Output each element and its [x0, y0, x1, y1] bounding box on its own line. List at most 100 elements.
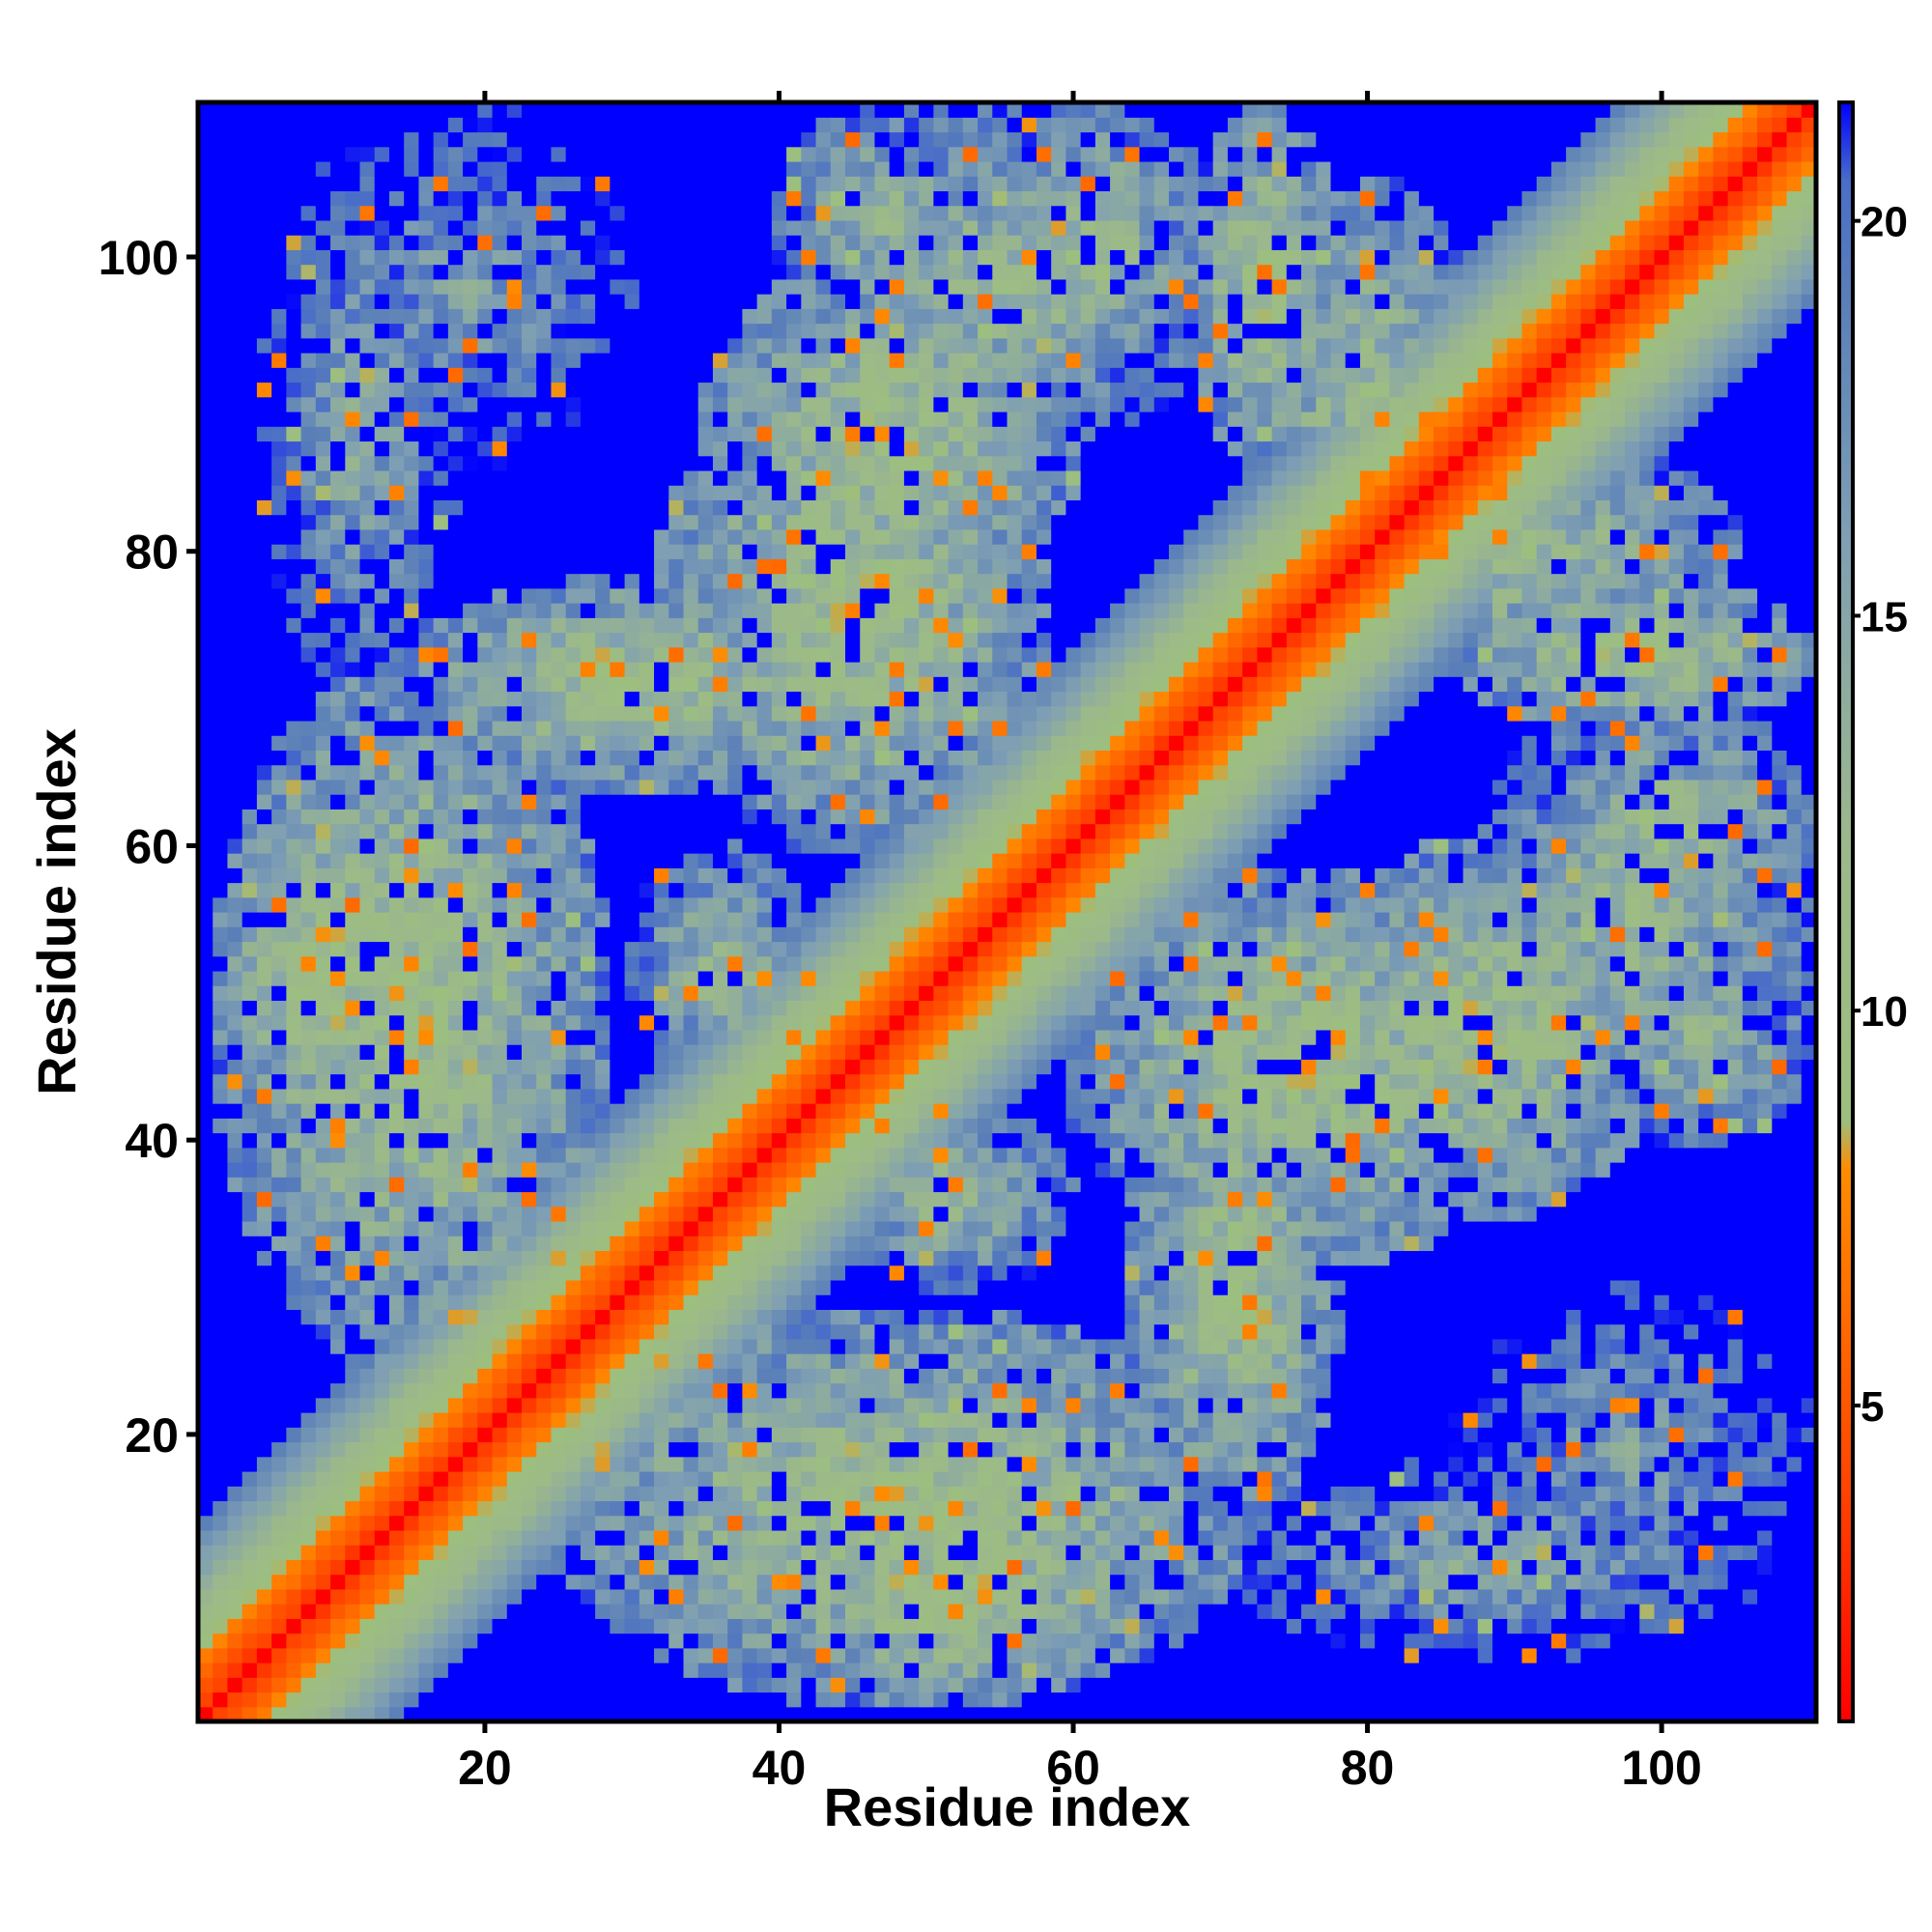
- heatmap-cell: [712, 1559, 728, 1576]
- heatmap-cell: [786, 1236, 802, 1252]
- heatmap-cell: [610, 411, 626, 427]
- heatmap-cell: [227, 499, 243, 516]
- heatmap-cell: [815, 1441, 832, 1458]
- heatmap-cell: [522, 499, 537, 516]
- heatmap-cell: [374, 1368, 390, 1384]
- heatmap-cell: [830, 764, 846, 781]
- heatmap-cell: [624, 337, 640, 354]
- heatmap-cell: [683, 205, 699, 221]
- heatmap-cell: [756, 1279, 773, 1295]
- heatmap-cell: [433, 764, 449, 781]
- heatmap-cell: [477, 1633, 494, 1649]
- heatmap-cell: [683, 1559, 699, 1576]
- heatmap-cell: [815, 1397, 832, 1413]
- heatmap-cell: [477, 382, 494, 398]
- heatmap-cell: [477, 603, 494, 618]
- heatmap-cell: [447, 1338, 464, 1354]
- heatmap-cell: [624, 1177, 640, 1193]
- heatmap-cell: [418, 558, 435, 575]
- heatmap-cell: [256, 764, 272, 781]
- heatmap-cell: [315, 235, 331, 250]
- heatmap-cell: [198, 1486, 213, 1502]
- heatmap-cell: [668, 750, 685, 766]
- heatmap-cell: [639, 985, 655, 1002]
- heatmap-cell: [345, 1545, 361, 1560]
- heatmap-cell: [595, 1162, 611, 1178]
- heatmap-cell: [463, 544, 478, 559]
- heatmap-cell: [536, 176, 553, 192]
- heatmap-cell: [345, 190, 361, 207]
- heatmap-cell: [801, 382, 817, 398]
- heatmap-cell: [522, 617, 537, 634]
- heatmap-cell: [359, 558, 376, 575]
- heatmap-cell: [624, 1029, 640, 1045]
- heatmap-cell: [315, 1368, 331, 1384]
- heatmap-cell: [697, 1353, 714, 1369]
- heatmap-cell: [271, 1633, 287, 1649]
- heatmap-cell: [477, 294, 494, 309]
- heatmap-cell: [668, 1264, 685, 1281]
- heatmap-cell: [463, 1382, 478, 1399]
- heatmap-cell: [771, 882, 787, 898]
- heatmap-cell: [742, 485, 758, 500]
- heatmap-cell: [565, 1236, 582, 1252]
- heatmap-cell: [639, 1706, 655, 1722]
- heatmap-cell: [683, 1382, 699, 1399]
- heatmap-cell: [639, 426, 655, 442]
- heatmap-cell: [315, 867, 331, 884]
- heatmap-cell: [345, 1044, 361, 1060]
- heatmap-cell: [742, 1088, 758, 1104]
- heatmap-cell: [198, 411, 213, 427]
- heatmap-cell: [845, 323, 861, 339]
- heatmap-cell: [213, 131, 229, 148]
- heatmap-cell: [712, 941, 728, 957]
- heatmap-cell: [610, 941, 626, 957]
- heatmap-cell: [477, 1397, 494, 1413]
- heatmap-cell: [404, 131, 420, 148]
- heatmap-cell: [463, 750, 478, 766]
- heatmap-cell: [654, 941, 669, 957]
- heatmap-cell: [522, 955, 537, 972]
- heatmap-cell: [418, 1559, 435, 1576]
- heatmap-cell: [242, 1132, 258, 1149]
- heatmap-cell: [463, 1236, 478, 1252]
- heatmap-cell: [595, 278, 611, 295]
- heatmap-cell: [359, 720, 376, 736]
- heatmap-cell: [330, 1029, 346, 1045]
- heatmap-cell: [433, 867, 449, 884]
- heatmap-cell: [242, 1559, 258, 1576]
- heatmap-cell: [522, 353, 537, 368]
- heatmap-cell: [227, 1014, 243, 1031]
- heatmap-cell: [198, 117, 213, 133]
- heatmap-cell: [300, 1618, 317, 1634]
- heatmap-cell: [742, 1691, 758, 1708]
- heatmap-cell: [506, 896, 523, 913]
- heatmap-cell: [345, 1486, 361, 1502]
- heatmap-cell: [345, 1515, 361, 1531]
- heatmap-cell: [815, 558, 832, 575]
- heatmap-cell: [551, 1000, 567, 1016]
- heatmap-cell: [388, 617, 405, 634]
- heatmap-cell: [697, 205, 714, 221]
- heatmap-cell: [786, 1132, 802, 1149]
- heatmap-cell: [374, 1633, 390, 1649]
- heatmap-cell: [447, 1323, 464, 1340]
- heatmap-cell: [506, 411, 523, 427]
- heatmap-cell: [683, 1294, 699, 1310]
- heatmap-cell: [683, 396, 699, 412]
- heatmap-cell: [418, 912, 435, 927]
- heatmap-cell: [683, 794, 699, 810]
- heatmap-cell: [374, 573, 390, 589]
- heatmap-cell: [742, 1604, 758, 1619]
- heatmap-cell: [727, 1500, 744, 1517]
- heatmap-cell: [683, 323, 699, 339]
- heatmap-cell: [433, 367, 449, 384]
- heatmap-cell: [683, 1059, 699, 1075]
- heatmap-cell: [815, 1618, 832, 1634]
- heatmap-cell: [286, 1515, 302, 1531]
- heatmap-cell: [801, 955, 817, 972]
- heatmap-cell: [697, 544, 714, 559]
- heatmap-cell: [624, 1574, 640, 1590]
- heatmap-cell: [697, 1132, 714, 1149]
- heatmap-cell: [565, 661, 582, 677]
